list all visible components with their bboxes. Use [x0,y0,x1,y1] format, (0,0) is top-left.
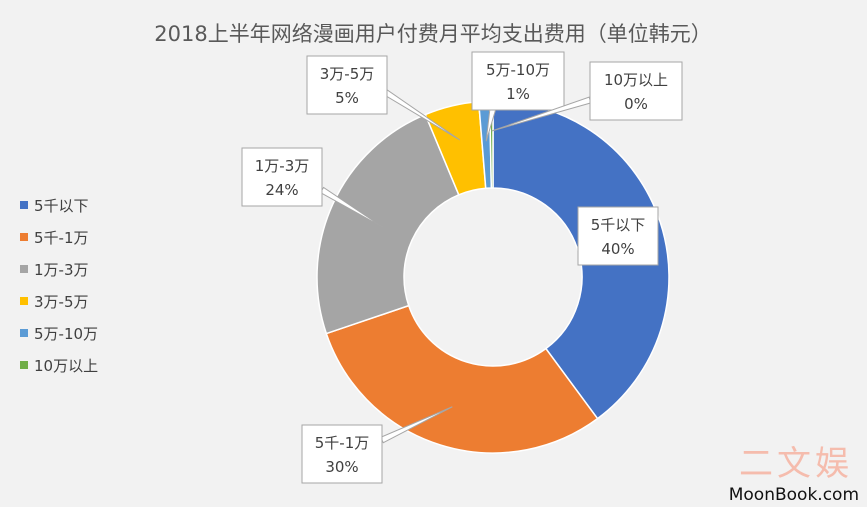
watermark-url: MoonBook.com [728,485,859,505]
legend-item-1: 5千-1万 [20,221,98,253]
data-label-name-4: 5万-10万 [486,61,550,79]
legend-swatch-4 [20,329,28,337]
watermark-logo: 二文娱 [739,444,853,484]
callout-box-2 [241,147,323,207]
legend-item-0: 5千以下 [20,189,98,221]
legend-label-1: 5千-1万 [34,228,89,247]
legend-swatch-0 [20,201,28,209]
legend-swatch-5 [20,361,28,369]
donut-slices [316,100,670,454]
data-label-name-5: 10万以上 [604,71,668,89]
chart-legend: 5千以下 5千-1万 1万-3万 3万-5万 5万-10万 10万以上 [20,189,98,381]
legend-label-5: 10万以上 [34,356,99,375]
donut-slice-2 [316,113,460,335]
legend-item-4: 5万-10万 [20,317,98,349]
data-label-name-2: 1万-3万 [255,157,310,175]
legend-swatch-1 [20,233,28,241]
legend-label-2: 1万-3万 [34,260,89,279]
data-label-pct-1: 30% [325,458,358,476]
chart-title: 2018上半年网络漫画用户付费月平均支出费用（单位韩元） [154,22,711,46]
legend-label-3: 3万-5万 [34,292,89,311]
callout-box-4 [471,51,565,111]
callout-box-0 [577,206,659,266]
data-label-pct-2: 24% [265,181,298,199]
legend-swatch-2 [20,265,28,273]
legend-item-3: 3万-5万 [20,285,98,317]
data-label-name-0: 5千以下 [591,216,646,234]
legend-label-4: 5万-10万 [34,324,99,343]
callout-box-5 [589,61,683,121]
legend-label-0: 5千以下 [34,196,89,215]
data-label-name-1: 5千-1万 [315,434,370,452]
data-label-pct-0: 40% [601,240,634,258]
data-label-name-3: 3万-5万 [320,65,375,83]
callout-box-1 [301,424,383,484]
legend-item-2: 1万-3万 [20,253,98,285]
legend-swatch-3 [20,297,28,305]
data-label-pct-3: 5% [335,89,359,107]
data-label-pct-5: 0% [624,95,648,113]
data-label-pct-4: 1% [506,85,530,103]
legend-item-5: 10万以上 [20,349,98,381]
donut-slice-1 [325,304,599,454]
label-callouts: 5千以下 40% 5千-1万 30% 1万-3万 24% 3万-5万 5% 5万-10万 1% 10… [241,51,683,484]
callout-box-3 [306,55,388,115]
